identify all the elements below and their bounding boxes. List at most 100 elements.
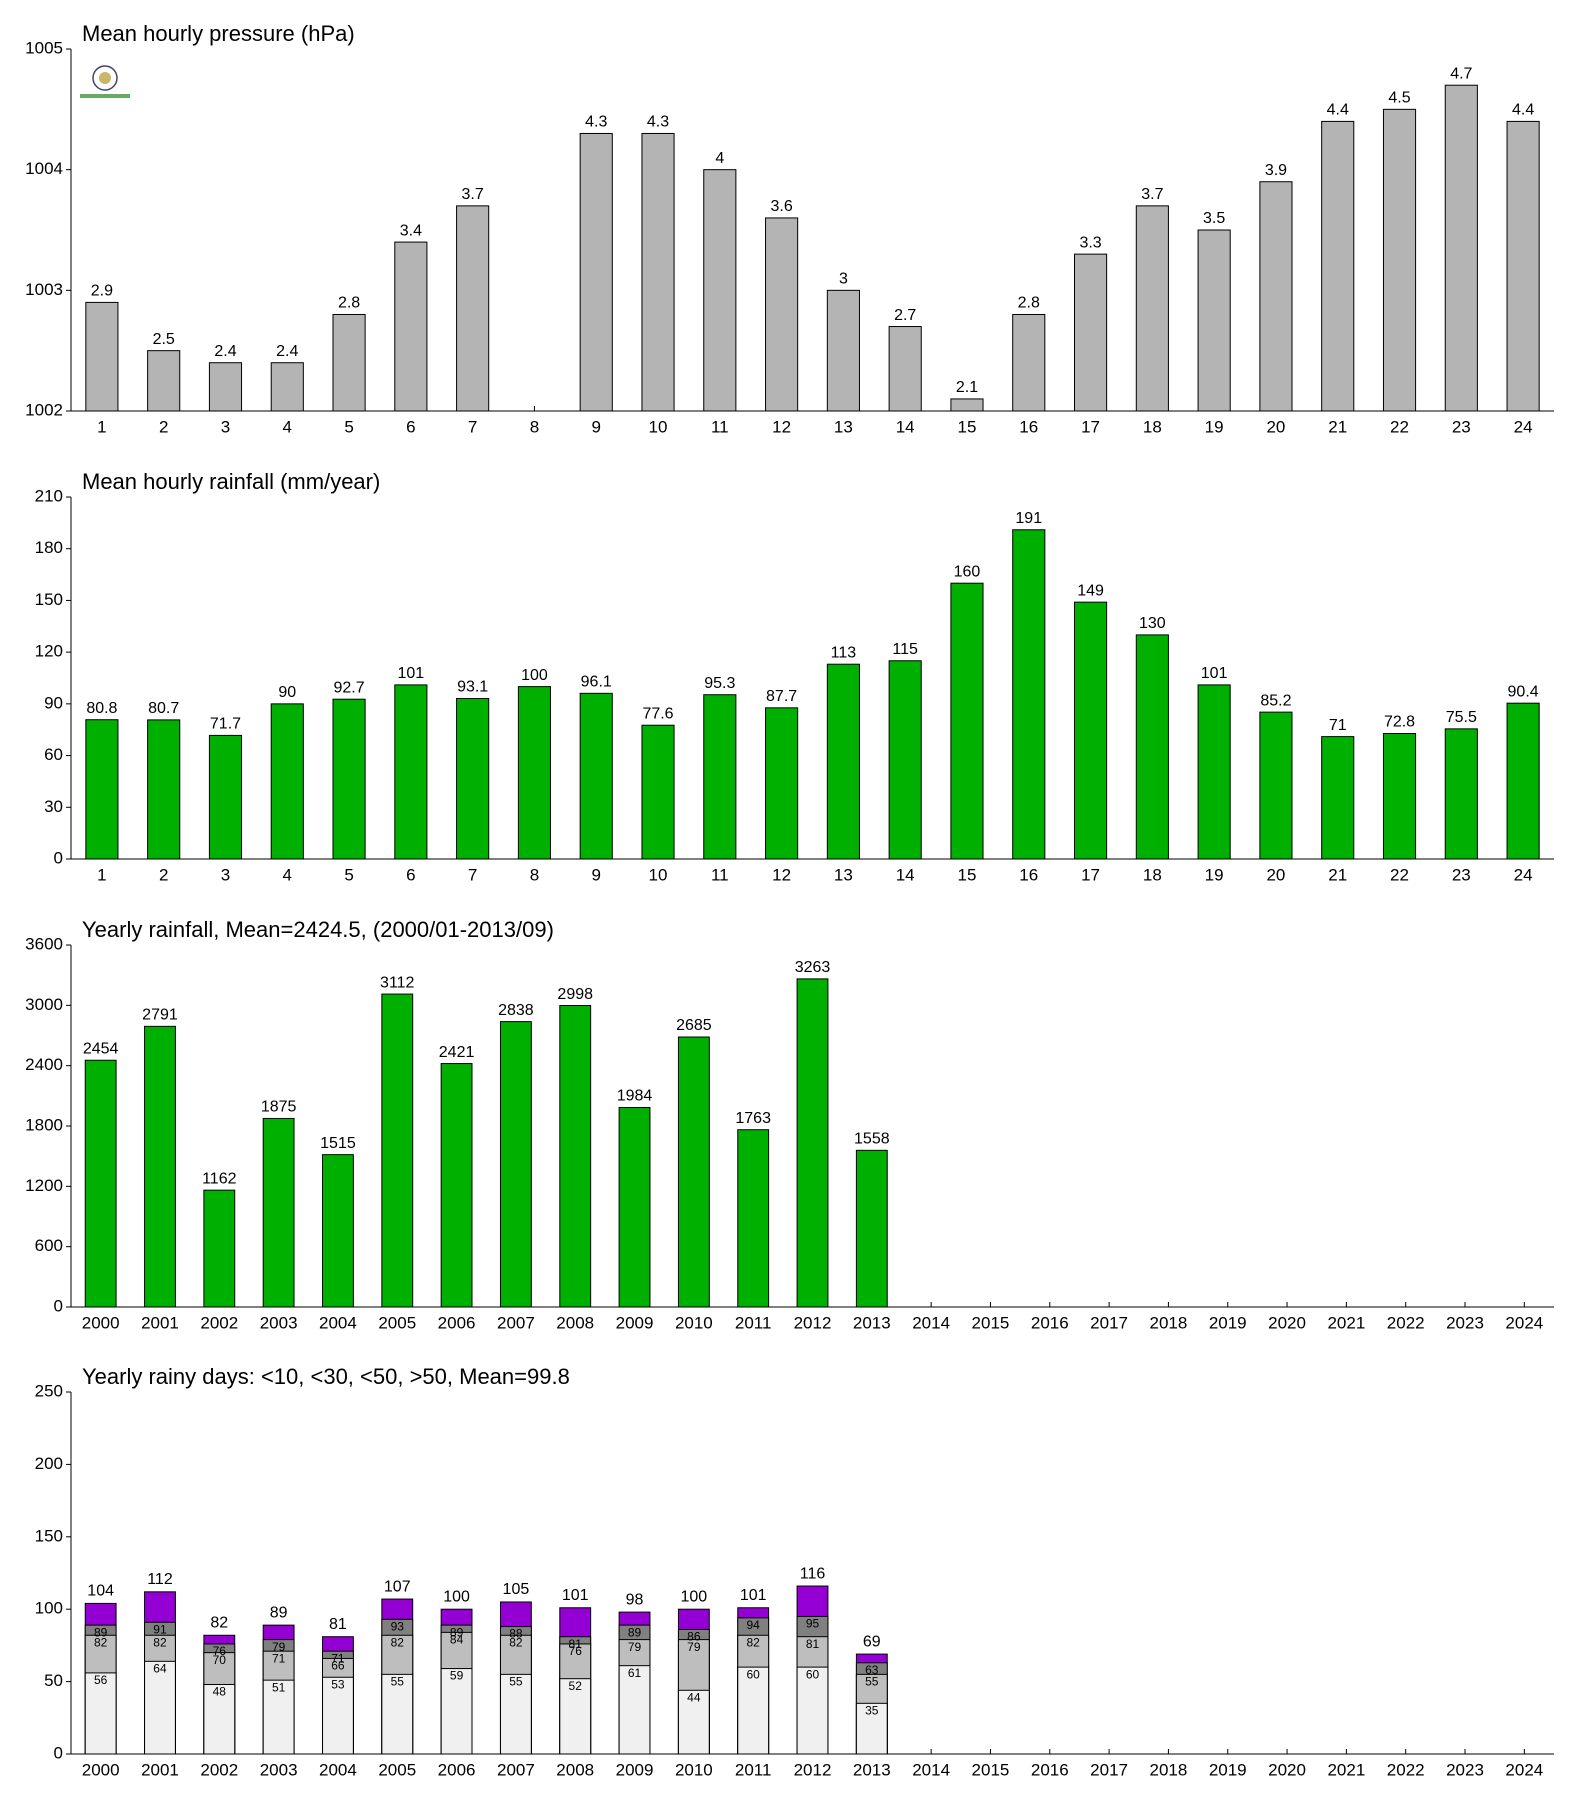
data-label: 71 xyxy=(1329,717,1347,734)
data-label: 66 xyxy=(331,1659,345,1673)
bar xyxy=(381,993,414,1308)
data-label: 2.8 xyxy=(338,295,360,312)
data-label: 85.2 xyxy=(1260,692,1291,709)
data-label: 92.7 xyxy=(333,679,364,696)
x-tick-label: 2008 xyxy=(556,1313,594,1332)
x-tick-label: 2 xyxy=(159,417,168,436)
bar xyxy=(1506,702,1540,860)
bar xyxy=(737,1129,770,1308)
x-tick-label: 2008 xyxy=(556,1760,594,1779)
x-tick-label: 18 xyxy=(1143,417,1162,436)
bar xyxy=(147,350,181,412)
x-tick-label: 2011 xyxy=(735,1313,772,1332)
data-label: 2838 xyxy=(498,1002,534,1019)
bar xyxy=(1073,601,1108,860)
x-tick-label: 2021 xyxy=(1327,1313,1365,1332)
bar xyxy=(1444,84,1478,412)
x-tick-label: 2001 xyxy=(141,1313,179,1332)
x-tick-label: 23 xyxy=(1452,417,1471,436)
y-tick-label: 150 xyxy=(35,590,63,609)
x-tick-label: 2018 xyxy=(1150,1760,1188,1779)
x-tick-label: 2009 xyxy=(616,1760,654,1779)
bar xyxy=(322,1154,354,1308)
data-label: 59 xyxy=(450,1669,464,1683)
bar xyxy=(203,1189,236,1308)
data-label: 104 xyxy=(87,1583,114,1600)
chart-title: Mean hourly rainfall (mm/year) xyxy=(82,469,380,494)
data-label: 55 xyxy=(509,1675,523,1689)
x-tick-label: 1 xyxy=(97,865,106,884)
bar xyxy=(499,1021,532,1308)
x-tick-label: 2010 xyxy=(675,1760,713,1779)
data-label: 71 xyxy=(331,1651,345,1665)
y-tick-label: 210 xyxy=(35,486,63,505)
bar xyxy=(1135,205,1169,412)
data-label: 71 xyxy=(272,1651,286,1665)
x-tick-label: 14 xyxy=(896,865,915,884)
chart-title: Yearly rainfall, Mean=2424.5, (2000/01-2… xyxy=(82,917,554,942)
data-label: 4 xyxy=(715,150,724,167)
x-tick-label: 2019 xyxy=(1209,1760,1247,1779)
x-tick-label: 4 xyxy=(283,865,292,884)
x-tick-label: 24 xyxy=(1514,865,1533,884)
y-tick-label: 1200 xyxy=(25,1176,63,1195)
data-label: 82 xyxy=(509,1635,523,1649)
y-tick-label: 1005 xyxy=(25,38,63,57)
bar xyxy=(381,1673,414,1755)
bar xyxy=(950,398,984,412)
x-tick-label: 2017 xyxy=(1090,1313,1128,1332)
data-label: 69 xyxy=(863,1633,881,1650)
bar xyxy=(677,1689,710,1755)
bar xyxy=(394,684,428,860)
y-tick-label: 0 xyxy=(54,1296,63,1315)
x-tick-label: 2010 xyxy=(675,1313,713,1332)
data-label: 86 xyxy=(687,1630,701,1644)
x-tick-label: 2024 xyxy=(1505,1760,1543,1779)
bar xyxy=(703,169,737,412)
x-tick-label: 2018 xyxy=(1150,1313,1188,1332)
x-tick-label: 3 xyxy=(221,865,230,884)
x-tick-label: 15 xyxy=(958,865,977,884)
x-tick-label: 2005 xyxy=(378,1760,416,1779)
logo-center xyxy=(99,72,111,84)
bar xyxy=(456,698,490,860)
data-label: 3.4 xyxy=(400,222,422,239)
bar xyxy=(1073,253,1108,412)
data-label: 95 xyxy=(806,1617,820,1631)
data-label: 2454 xyxy=(83,1040,119,1057)
x-tick-label: 24 xyxy=(1514,417,1533,436)
x-tick-label: 19 xyxy=(1205,865,1224,884)
bar xyxy=(262,1679,295,1755)
data-label: 44 xyxy=(687,1690,701,1704)
data-label: 81 xyxy=(329,1616,347,1633)
data-label: 1558 xyxy=(854,1131,890,1148)
bar xyxy=(84,1672,117,1755)
x-tick-label: 2 xyxy=(159,865,168,884)
y-tick-label: 3600 xyxy=(25,934,63,953)
data-label: 4.5 xyxy=(1388,90,1410,107)
x-tick-label: 2021 xyxy=(1327,1760,1365,1779)
x-tick-label: 11 xyxy=(711,865,729,884)
data-label: 100 xyxy=(443,1588,470,1605)
bar xyxy=(641,132,675,412)
bar xyxy=(559,1005,592,1308)
data-label: 75.5 xyxy=(1446,709,1477,726)
x-tick-label: 2011 xyxy=(735,1760,772,1779)
y-tick-label: 50 xyxy=(44,1671,63,1690)
data-label: 101 xyxy=(398,665,425,682)
data-label: 116 xyxy=(800,1565,826,1582)
y-tick-label: 200 xyxy=(35,1454,63,1473)
bar xyxy=(579,132,613,412)
bar xyxy=(456,205,490,412)
data-label: 79 xyxy=(687,1640,701,1654)
x-tick-label: 2019 xyxy=(1209,1313,1247,1332)
y-tick-label: 0 xyxy=(54,1743,63,1762)
bar xyxy=(765,707,799,860)
bar xyxy=(618,1106,651,1308)
y-tick-label: 2400 xyxy=(25,1055,63,1074)
data-label: 93.1 xyxy=(457,679,488,696)
data-label: 1875 xyxy=(261,1099,297,1116)
data-label: 82 xyxy=(153,1635,167,1649)
bar xyxy=(1321,736,1355,860)
x-tick-label: 2003 xyxy=(260,1313,298,1332)
